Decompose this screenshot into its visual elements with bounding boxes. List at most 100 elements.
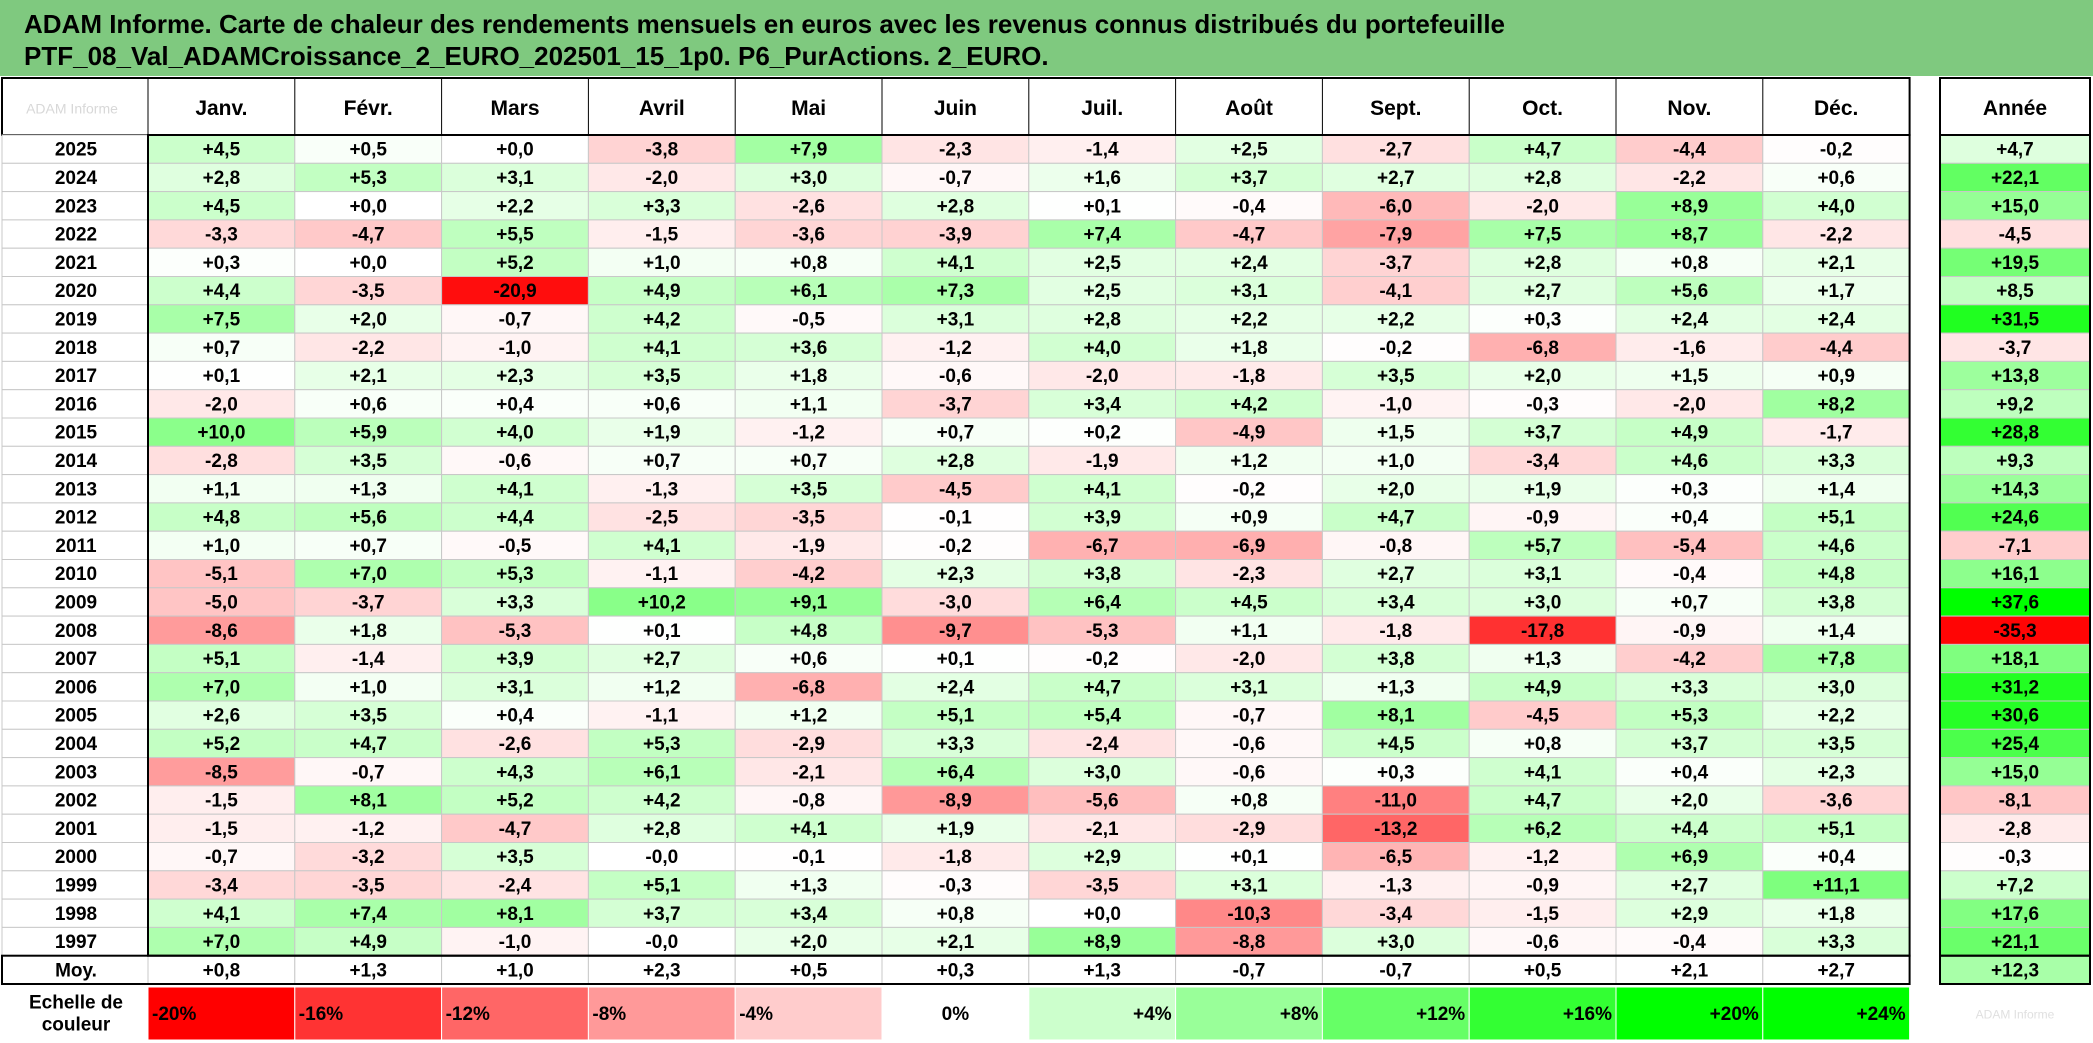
row-2011-value-5: -1,9 — [792, 536, 825, 557]
row-2022-value-9: -7,9 — [1379, 225, 1412, 246]
row-2023-annual-cell — [1939, 191, 2091, 221]
scale-label-item-4: -8% — [592, 1004, 626, 1025]
row-2018-value-10: -6,8 — [1526, 338, 1559, 359]
row-2004-annual-value: +25,4 — [1991, 734, 2040, 755]
row-2018-cell-12 — [1762, 332, 1911, 362]
row-2021-cell-4 — [587, 247, 736, 277]
row-2009-annual-value: +37,6 — [1991, 592, 2039, 613]
row-2001-cell-8 — [1175, 813, 1323, 844]
row-2014-cell-8 — [1175, 445, 1323, 476]
row-2008-cell-2 — [294, 615, 443, 645]
row-2016-value-5: +1,1 — [790, 394, 828, 415]
row-2019-value-6: +3,1 — [937, 309, 975, 330]
row-2008-value-10: -17,8 — [1521, 621, 1564, 642]
row-2022-cell-9 — [1321, 219, 1470, 249]
row-2016-value-6: -3,7 — [939, 394, 972, 415]
row-2000-label: 2000 — [55, 847, 97, 868]
row-2014-cell-5 — [734, 445, 883, 476]
row-2013-annual-value: +14,3 — [1991, 479, 2039, 500]
row-1997-cell-11 — [1615, 926, 1764, 957]
row-1997-cell-2 — [294, 926, 443, 957]
row-2008-label-cell — [1, 615, 149, 645]
row-2009-value-11: +0,7 — [1671, 592, 1709, 613]
row-2001-value-10: +6,2 — [1524, 819, 1562, 840]
row-2019-value-3: -0,7 — [499, 309, 532, 330]
row-2004-cell-2 — [294, 728, 443, 759]
row-2015-cell-3 — [441, 417, 589, 447]
row-2001-value-9: -13,2 — [1374, 819, 1417, 840]
row-2020-label: 2020 — [55, 281, 97, 302]
row-2001-annual-cell — [1939, 813, 2091, 844]
row-2008-cell-12 — [1762, 615, 1911, 645]
row-1997-value-4: -0,0 — [645, 932, 678, 953]
row-2001-cell-6 — [881, 813, 1030, 844]
average-row-annual-value: +12,3 — [1991, 960, 2039, 981]
row-2010-value-3: +5,3 — [496, 564, 534, 585]
row-2001-cell-10 — [1468, 813, 1617, 844]
row-2015-value-9: +1,5 — [1377, 423, 1415, 444]
row-2018-value-6: -1,2 — [939, 338, 972, 359]
row-2024-value-10: +2,8 — [1524, 168, 1562, 189]
row-2013-value-3: +4,1 — [496, 479, 534, 500]
row-2012-cell-1 — [147, 502, 296, 532]
average-row-value-2: +1,3 — [349, 960, 387, 981]
row-2000-cell-4 — [587, 842, 736, 872]
row-2008-cell-10 — [1468, 615, 1617, 645]
row-1997-value-2: +4,9 — [349, 932, 387, 953]
row-2008-value-7: -5,3 — [1086, 621, 1119, 642]
row-2015-cell-6 — [881, 417, 1030, 447]
row-2001-value-1: -1,5 — [205, 819, 238, 840]
row-2015-cell-2 — [294, 417, 443, 447]
row-2006-value-5: -6,8 — [792, 677, 825, 698]
row-2018-cell-4 — [587, 332, 736, 362]
row-2024-value-3: +3,1 — [496, 168, 534, 189]
row-2016-value-10: -0,3 — [1526, 394, 1559, 415]
average-frame — [1, 954, 1911, 986]
row-2021-value-5: +0,8 — [790, 253, 828, 274]
row-2001-label-cell — [1, 813, 149, 844]
row-2003-cell-4 — [587, 757, 736, 787]
row-2003-value-4: +6,1 — [643, 762, 681, 783]
row-1997-value-5: +2,0 — [790, 932, 828, 953]
row-2015-cell-4 — [587, 417, 736, 447]
row-2005-value-10: -4,5 — [1526, 706, 1559, 727]
row-2004-value-12: +3,5 — [1817, 734, 1855, 755]
row-2003-cell-12 — [1762, 757, 1911, 787]
row-2015-value-12: -1,7 — [1820, 423, 1853, 444]
row-2013-cell-2 — [294, 474, 443, 504]
row-2015-label-cell — [1, 417, 149, 447]
row-2010-value-4: -1,1 — [645, 564, 678, 585]
row-2000-cell-12 — [1762, 842, 1911, 872]
row-2022-label-cell — [1, 219, 149, 249]
row-1997-cell-3 — [441, 926, 589, 957]
row-1998-value-10: -1,5 — [1526, 904, 1559, 925]
row-2000-value-4: -0,0 — [645, 847, 678, 868]
row-2013-cell-7 — [1028, 474, 1177, 504]
row-2017-value-12: +0,9 — [1817, 366, 1855, 387]
row-2012-cell-4 — [587, 502, 736, 532]
row-2022-cell-5 — [734, 219, 883, 249]
row-2011-cell-6 — [881, 530, 1030, 561]
row-2015-label: 2015 — [55, 423, 98, 444]
row-2002-value-3: +5,2 — [496, 791, 534, 812]
row-2014-value-7: -1,9 — [1086, 451, 1119, 472]
row-2013-value-9: +2,0 — [1377, 479, 1415, 500]
row-2021-cell-11 — [1615, 247, 1764, 277]
row-2003-value-7: +3,0 — [1083, 762, 1121, 783]
row-2015-cell-1 — [147, 417, 296, 447]
average-row-value-9: -0,7 — [1379, 960, 1412, 981]
row-2001-annual-value: -2,8 — [1999, 819, 2032, 840]
row-2005-value-4: -1,1 — [645, 706, 678, 727]
average-row-cell-9 — [1321, 955, 1470, 985]
row-1998-cell-9 — [1321, 898, 1470, 928]
row-2009-value-1: -5,0 — [205, 592, 238, 613]
row-2019-value-8: +2,2 — [1230, 309, 1268, 330]
row-2001-value-7: -2,1 — [1086, 819, 1119, 840]
row-2006-value-3: +3,1 — [496, 677, 534, 698]
row-2025-cell-11 — [1615, 134, 1764, 164]
row-2014-cell-11 — [1615, 445, 1764, 476]
row-2007-cell-9 — [1321, 643, 1470, 674]
row-1998-value-2: +7,4 — [349, 904, 387, 925]
row-2024-annual-cell — [1939, 162, 2091, 193]
